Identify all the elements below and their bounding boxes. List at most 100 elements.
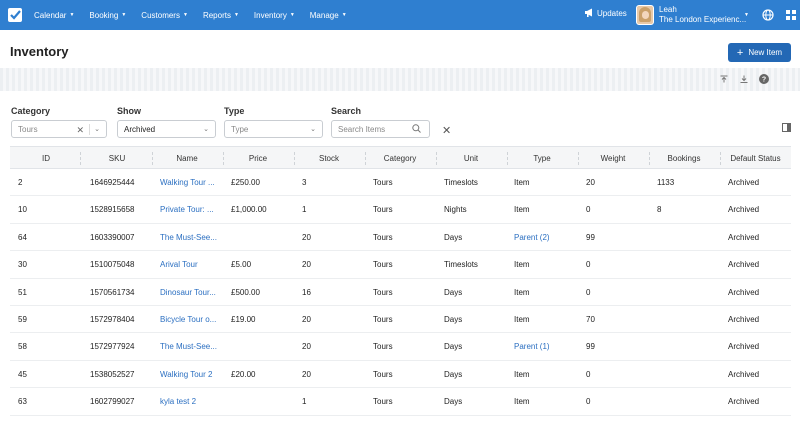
column-header-unit[interactable]: Unit (463, 154, 479, 163)
avatar (636, 5, 654, 25)
nav-reports[interactable]: Reports ▼ (203, 11, 239, 20)
search-input[interactable]: Search Items (331, 120, 430, 138)
cell-sku: 1510075048 (90, 260, 135, 270)
chevron-down-icon: ⌄ (94, 126, 100, 133)
cell-name[interactable]: Private Tour: ... (160, 205, 214, 215)
user-menu[interactable]: Leah The London Experienc... ▼ (636, 5, 749, 25)
cell-name[interactable]: Walking Tour ... (160, 178, 215, 187)
cell-stock: 3 (302, 178, 307, 187)
type-label: Type (224, 106, 245, 116)
svg-text:?: ? (762, 77, 766, 84)
table-row[interactable]: 58 1572977924 The Must-See... 20 Tours Days Pa… (10, 333, 791, 361)
inventory-table: ID SKU Name Price Stock Category Unit Ty… (10, 146, 791, 416)
nav-booking[interactable]: Booking ▼ (89, 11, 126, 20)
download-icon[interactable] (740, 75, 748, 85)
cell-id: 63 (18, 397, 27, 407)
column-header-default-status[interactable]: Default Status (730, 154, 781, 163)
table-row[interactable]: 64 1603390007 The Must-See... 20 Tours Days Pa… (10, 224, 791, 252)
table-row[interactable]: 63 1602799027 kyla test 2 1 Tours Days Item 0 Ar… (10, 388, 791, 416)
cell-name[interactable]: Arival Tour (160, 260, 198, 270)
cell-weight: 0 (586, 397, 591, 407)
search-placeholder: Search Items (338, 124, 386, 134)
cell-sku: 1646925444 (90, 178, 135, 187)
nav-inventory[interactable]: Inventory ▼ (254, 11, 295, 20)
cell-type: Item (514, 369, 530, 379)
category-select[interactable]: Tours ✕ ⌄ (11, 120, 107, 138)
cell-name[interactable]: Dinosaur Tour... (160, 287, 216, 297)
cell-type: Item (514, 178, 530, 187)
cell-name[interactable]: The Must-See... (160, 232, 217, 242)
cell-name[interactable]: Walking Tour 2 (160, 369, 213, 379)
cell-category: Tours (373, 287, 393, 297)
caret-down-icon: ▼ (182, 12, 188, 18)
cell-stock: 20 (302, 260, 311, 270)
cell-status: Archived (728, 205, 760, 215)
filter-icon[interactable] (720, 75, 728, 85)
columns-toggle-icon[interactable] (782, 123, 791, 134)
show-select[interactable]: Archived ⌄ (117, 120, 216, 138)
table-row[interactable]: 51 1570561734 Dinosaur Tour... £500.00 16 Tou… (10, 279, 791, 306)
column-header-bookings[interactable]: Bookings (667, 154, 701, 163)
cell-stock: 20 (302, 369, 311, 379)
cell-id: 51 (18, 287, 27, 297)
column-header-price[interactable]: Price (248, 154, 268, 163)
cell-price: £19.00 (231, 314, 256, 324)
cell-type[interactable]: Parent (1) (514, 342, 550, 352)
caret-down-icon: ▼ (69, 12, 75, 18)
search-icon[interactable] (412, 124, 421, 135)
top-navbar: Calendar ▼ Booking ▼ Customers ▼ Reports ▼ I… (0, 0, 800, 30)
cell-id: 45 (18, 369, 27, 379)
globe-icon[interactable] (762, 9, 774, 23)
cell-stock: 16 (302, 287, 311, 297)
cell-status: Archived (728, 314, 760, 324)
type-select[interactable]: Type ⌄ (224, 120, 323, 138)
cell-status: Archived (728, 342, 760, 352)
user-company: The London Experienc... (659, 15, 747, 24)
nav-customers-label: Customers (141, 10, 180, 20)
help-icon[interactable]: ? (759, 74, 769, 86)
column-header-type[interactable]: Type (533, 154, 551, 163)
cell-type: Item (514, 287, 530, 297)
table-row[interactable]: 10 1528915658 Private Tour: ... £1,000.00 1 T… (10, 196, 791, 224)
table-row[interactable]: 2 1646925444 Walking Tour ... £250.00 3 Tours… (10, 169, 791, 197)
updates-button[interactable]: Updates (584, 8, 627, 19)
clear-filters-icon[interactable]: ✕ (442, 125, 452, 137)
cell-name[interactable]: Bicycle Tour o... (160, 314, 217, 324)
nav-calendar[interactable]: Calendar ▼ (34, 11, 74, 20)
nav-customers[interactable]: Customers ▼ (141, 11, 188, 20)
new-item-button[interactable]: + New Item (728, 43, 791, 62)
column-header-weight[interactable]: Weight (600, 154, 626, 163)
cell-category: Tours (373, 205, 393, 215)
apps-grid-icon[interactable] (786, 10, 796, 22)
column-header-stock[interactable]: Stock (318, 154, 339, 163)
cell-name[interactable]: The Must-See... (160, 342, 217, 352)
cell-id: 58 (18, 342, 27, 352)
cell-status: Archived (728, 397, 760, 407)
table-row[interactable]: 45 1538052527 Walking Tour 2 £20.00 20 Tours D… (10, 361, 791, 389)
toolbar-strip (0, 68, 800, 91)
column-header-name[interactable]: Name (176, 154, 198, 163)
new-item-label: New Item (748, 48, 783, 57)
nav-manage[interactable]: Manage ▼ (310, 11, 347, 20)
show-label: Show (117, 106, 141, 116)
cell-type: Item (514, 205, 530, 215)
cell-stock: 20 (302, 342, 311, 352)
cell-type[interactable]: Parent (2) (514, 232, 550, 242)
column-header-sku[interactable]: SKU (108, 154, 126, 163)
show-value: Archived (124, 124, 156, 134)
cell-unit: Days (444, 287, 463, 297)
megaphone-icon (584, 8, 594, 19)
column-header-id[interactable]: ID (42, 154, 50, 163)
checkmark-logo-icon[interactable] (0, 0, 30, 30)
table-row[interactable]: 30 1510075048 Arival Tour £5.00 20 Tours Times… (10, 251, 791, 279)
cell-id: 2 (18, 178, 23, 187)
cell-weight: 70 (586, 314, 595, 324)
cell-price: £250.00 (231, 178, 260, 187)
table-row[interactable]: 59 1572978404 Bicycle Tour o... £19.00 20 Tou… (10, 306, 791, 334)
cell-status: Archived (728, 369, 760, 379)
clear-icon[interactable]: ✕ (76, 125, 84, 135)
cell-name[interactable]: kyla test 2 (160, 397, 197, 407)
caret-down-icon: ▼ (121, 12, 127, 18)
cell-sku: 1602799027 (90, 397, 135, 407)
column-header-category[interactable]: Category (383, 154, 417, 163)
